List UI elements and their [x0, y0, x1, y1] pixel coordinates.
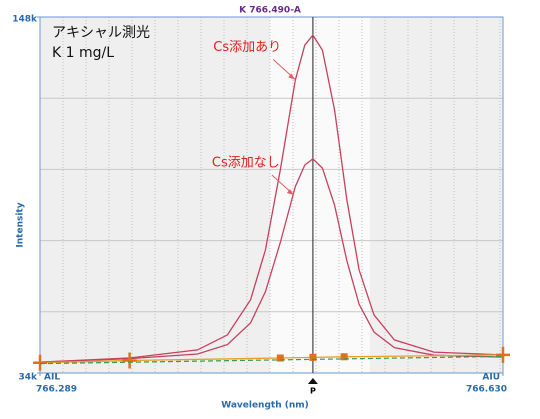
- annotation-arrowhead: [286, 189, 294, 195]
- point-marker: [309, 353, 317, 361]
- x-axis-label: Wavelength (nm): [221, 401, 309, 411]
- axis-end-label: AIU: [482, 373, 500, 383]
- note: K 1 mg/L: [52, 45, 114, 61]
- y-tick-label: 148k: [12, 15, 38, 25]
- chart-title: K 766.490-A: [239, 6, 301, 16]
- annotation-arrowhead: [288, 73, 296, 80]
- data-line: [39, 354, 504, 364]
- point-marker: [122, 352, 137, 369]
- cursor-label: P: [310, 387, 316, 396]
- point-marker: [496, 346, 510, 363]
- data-line: [39, 157, 504, 363]
- plot-frame: [39, 16, 504, 374]
- annotation: Cs添加あり: [213, 40, 281, 55]
- y-tick-label: 34k: [18, 373, 38, 383]
- point-marker: [33, 354, 47, 371]
- plot-window: [270, 17, 370, 373]
- x-tick-label: 766.630: [466, 385, 507, 395]
- axis-end-label: AIL: [44, 373, 60, 383]
- annotation: Cs添加なし: [212, 156, 280, 171]
- cursor-marker: [307, 378, 318, 384]
- y-axis-label: Intensity: [16, 202, 26, 247]
- point-marker: [276, 354, 284, 362]
- data-line: [39, 33, 504, 363]
- point-marker: [340, 353, 348, 361]
- note: アキシャル測光: [52, 25, 150, 41]
- x-tick-label: 766.289: [36, 385, 77, 395]
- data-line: [39, 355, 504, 365]
